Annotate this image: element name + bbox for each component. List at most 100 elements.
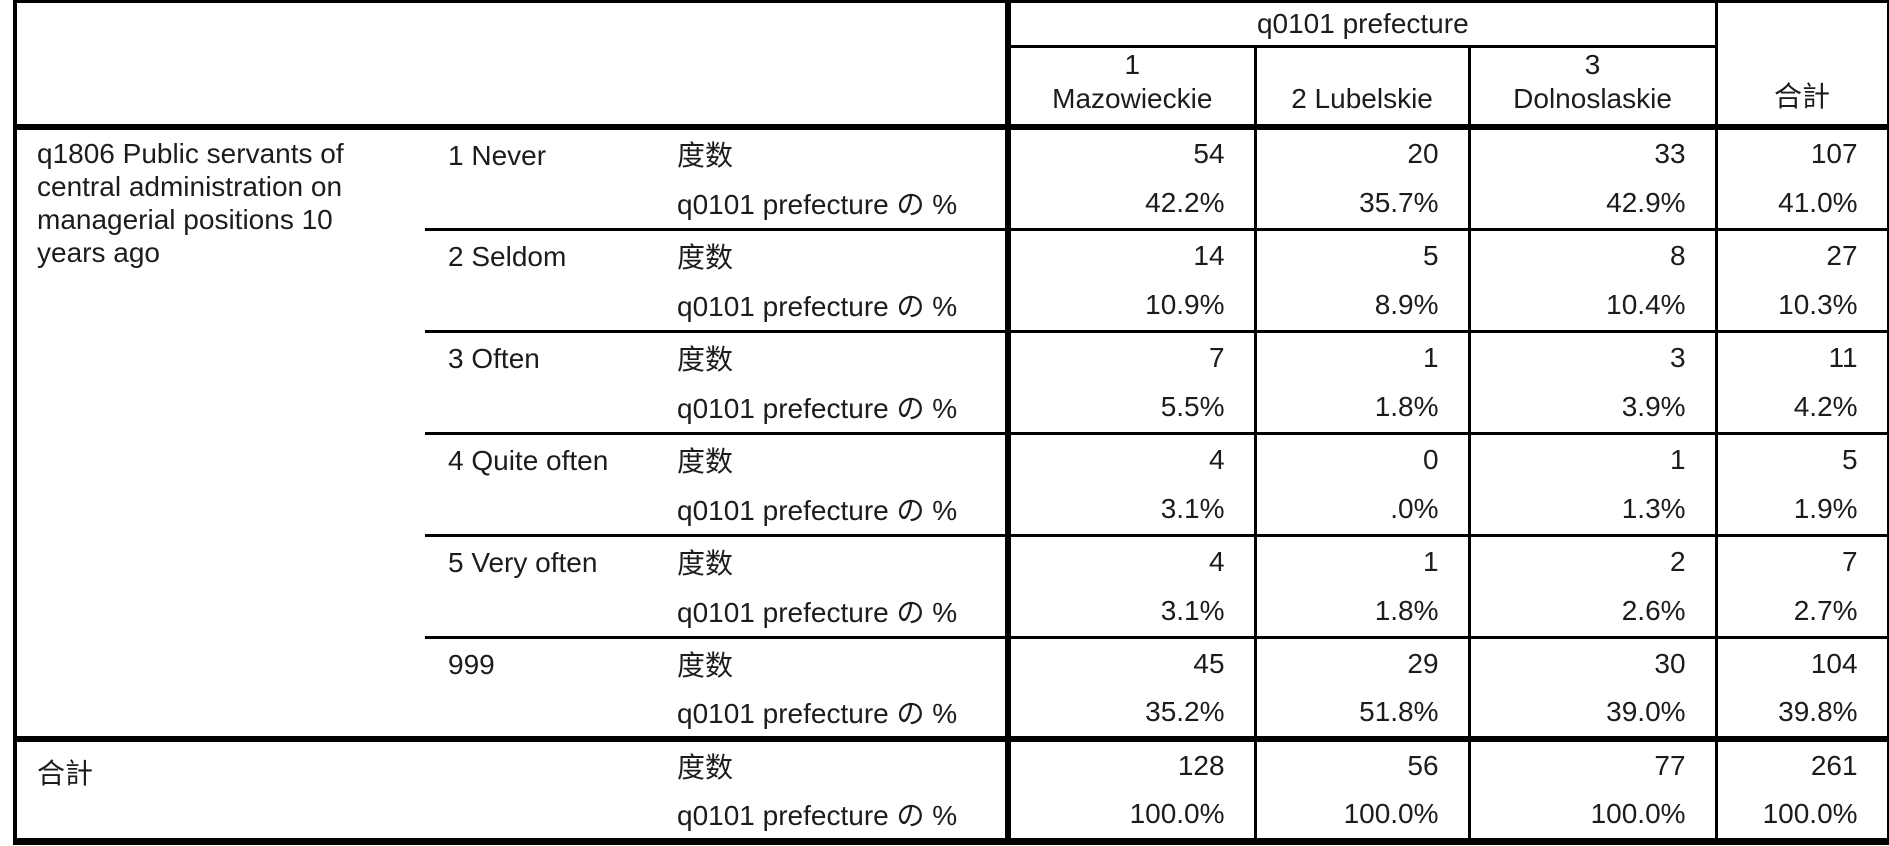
column-header-dolnoslaskie: 3 Dolnoslaskie xyxy=(1467,46,1717,131)
percent-cell: 2.7% xyxy=(1714,586,1889,638)
table-row: q0101 prefecture の % 3.1% 1.8% 2.6% 2.7% xyxy=(15,586,1889,638)
count-cell: 30 xyxy=(1467,635,1717,689)
stub-corner-cell xyxy=(15,1,1009,131)
table-row: q1806 Public servants of central adminis… xyxy=(15,127,1889,268)
count-cell: 54 xyxy=(1005,127,1256,179)
count-cell: 7 xyxy=(1005,329,1256,383)
count-cell: 45 xyxy=(1005,635,1256,689)
percent-cell: 1.3% xyxy=(1467,484,1717,536)
count-cell: 7 xyxy=(1714,533,1889,587)
count-cell: 4 xyxy=(1005,533,1256,587)
percent-cell: 3.9% xyxy=(1467,382,1717,434)
stat-label-count: 度数 xyxy=(675,533,1009,587)
count-cell: 33 xyxy=(1467,127,1717,179)
total-row-label: 合計 xyxy=(15,736,675,842)
stat-label-count: 度数 xyxy=(675,736,1009,791)
stat-label-percent: q0101 prefecture の % xyxy=(677,597,958,629)
percent-cell: 1.9% xyxy=(1714,484,1889,536)
percent-cell: 42.2% xyxy=(1005,178,1256,230)
row-variable-label: q1806 Public servants of central adminis… xyxy=(37,138,344,268)
table-row: q0101 prefecture の % 42.2% 35.7% 42.9% 4… xyxy=(15,178,1889,230)
category-label: 5 Very often xyxy=(425,533,675,638)
percent-cell: 2.6% xyxy=(1467,586,1717,638)
percent-cell: 42.9% xyxy=(1467,178,1717,230)
percent-cell: 10.4% xyxy=(1467,280,1717,332)
stat-label-count: 度数 xyxy=(675,635,1009,689)
category-label: 999 xyxy=(425,635,675,740)
column-header-mazowieckie: 1 Mazowieckie xyxy=(1005,46,1256,131)
count-cell: 1 xyxy=(1467,431,1717,485)
count-cell: 4 xyxy=(1005,431,1256,485)
percent-cell: 1.8% xyxy=(1253,382,1470,434)
count-cell: 104 xyxy=(1714,635,1889,689)
count-cell: 29 xyxy=(1253,635,1470,689)
percent-cell: 10.3% xyxy=(1714,280,1889,332)
percent-cell: 5.5% xyxy=(1005,382,1256,434)
percent-cell: 35.2% xyxy=(1005,688,1256,740)
header-row-columns: 1 Mazowieckie 2 Lubelskie 3 Dolnoslaskie xyxy=(15,46,1888,131)
percent-cell: 3.1% xyxy=(1005,484,1256,536)
count-cell: 77 xyxy=(1467,736,1717,791)
total-row: q0101 prefecture の % 100.0% 100.0% 100.0… xyxy=(15,790,1889,842)
table-row: 2 Seldom 度数 14 5 8 27 xyxy=(15,227,1889,332)
percent-cell: 39.8% xyxy=(1714,688,1889,740)
count-cell: 5 xyxy=(1253,227,1470,281)
count-cell: 14 xyxy=(1005,227,1256,281)
stat-label-percent: q0101 prefecture の % xyxy=(677,189,958,221)
column-group-header: q0101 prefecture xyxy=(1005,1,1717,48)
percent-cell: 3.1% xyxy=(1005,586,1256,638)
percent-cell: 41.0% xyxy=(1714,178,1889,230)
count-cell: 128 xyxy=(1005,736,1256,791)
stat-label-percent: q0101 prefecture の % xyxy=(677,495,958,527)
table-row: 3 Often 度数 7 1 3 11 xyxy=(15,329,1889,434)
table-row: q0101 prefecture の % 35.2% 51.8% 39.0% 3… xyxy=(15,688,1889,740)
count-cell: 8 xyxy=(1467,227,1717,281)
stat-label-count: 度数 xyxy=(675,329,1009,383)
table-row: 999 度数 45 29 30 104 xyxy=(15,635,1889,740)
percent-cell: 51.8% xyxy=(1253,688,1470,740)
percent-cell: 8.9% xyxy=(1253,280,1470,332)
column-header-lubelskie: 2 Lubelskie xyxy=(1253,46,1470,131)
count-cell: 56 xyxy=(1253,736,1470,791)
category-label: 2 Seldom xyxy=(425,227,675,332)
stat-label-percent: q0101 prefecture の % xyxy=(677,800,958,832)
table-row: 5 Very often 度数 4 1 2 7 xyxy=(15,533,1889,638)
count-cell: 27 xyxy=(1714,227,1889,281)
header-row-group: q0101 prefecture 合計 xyxy=(15,1,1889,131)
percent-cell: 39.0% xyxy=(1467,688,1717,740)
stat-label-percent: q0101 prefecture の % xyxy=(677,698,958,730)
percent-cell: 35.7% xyxy=(1253,178,1470,230)
count-cell: 2 xyxy=(1467,533,1717,587)
stat-label-count: 度数 xyxy=(677,140,734,172)
stat-label-percent: q0101 prefecture の % xyxy=(677,291,958,323)
percent-cell: 100.0% xyxy=(1467,790,1717,842)
count-cell: 20 xyxy=(1253,127,1470,179)
table-row: 4 Quite often 度数 4 0 1 5 xyxy=(15,431,1889,536)
crosstab-table: q0101 prefecture 合計 1 Mazowieckie 2 Lube… xyxy=(13,0,1889,845)
count-cell: 261 xyxy=(1714,736,1889,791)
percent-cell: 4.2% xyxy=(1714,382,1889,434)
count-cell: 107 xyxy=(1714,127,1889,179)
total-row: 合計 度数 128 56 77 261 xyxy=(15,736,1889,842)
percent-cell: 100.0% xyxy=(1253,790,1470,842)
total-column-header: 合計 xyxy=(1714,1,1889,131)
count-cell: 11 xyxy=(1714,329,1889,383)
percent-cell: 1.8% xyxy=(1253,586,1470,638)
count-cell: 1 xyxy=(1253,533,1470,587)
percent-cell: .0% xyxy=(1253,484,1470,536)
count-cell: 3 xyxy=(1467,329,1717,383)
percent-cell: 100.0% xyxy=(1005,790,1256,842)
table-row: q0101 prefecture の % 5.5% 1.8% 3.9% 4.2% xyxy=(15,382,1889,434)
table-row: q0101 prefecture の % 10.9% 8.9% 10.4% 10… xyxy=(15,280,1889,332)
category-label: 3 Often xyxy=(425,329,675,434)
table-row: q0101 prefecture の % 3.1% .0% 1.3% 1.9% xyxy=(15,484,1889,536)
percent-cell: 100.0% xyxy=(1714,790,1889,842)
count-cell: 0 xyxy=(1253,431,1470,485)
stat-label-count: 度数 xyxy=(675,431,1009,485)
category-label: 1 Never xyxy=(448,140,547,172)
count-cell: 5 xyxy=(1714,431,1889,485)
percent-cell: 10.9% xyxy=(1005,280,1256,332)
count-cell: 1 xyxy=(1253,329,1470,383)
stat-label-count: 度数 xyxy=(675,227,1009,281)
